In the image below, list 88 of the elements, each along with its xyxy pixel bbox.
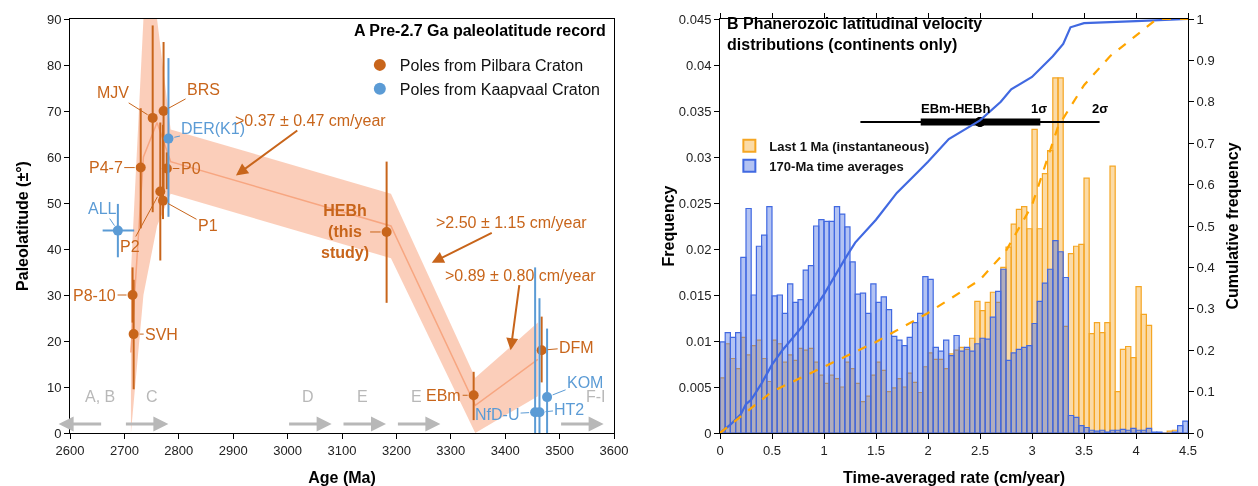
y2-tick-label: 0.2: [1196, 342, 1215, 358]
y-tick-label: 0: [54, 425, 62, 441]
y-tick-label: 10: [46, 379, 62, 395]
y-tick-label: 0.035: [678, 103, 712, 119]
annotation: HT2: [554, 401, 585, 418]
y2-tick-label: 1: [1196, 11, 1204, 27]
annotation: SVH: [145, 326, 178, 343]
legend-label: Poles from Kaapvaal Craton: [399, 80, 600, 98]
chart-title: A Pre-2.7 Ga paleolatitude record: [353, 22, 606, 40]
x-tick-label: 3400: [490, 442, 520, 458]
y-axis-title: Frequency: [659, 185, 677, 267]
annotation: E: [411, 388, 422, 405]
x-axis-title: Time-averaged rate (cm/year): [842, 469, 1066, 486]
x-tick-label: 2600: [55, 442, 85, 458]
y2-tick-label: 0.9: [1196, 52, 1215, 68]
x-tick-label: 3: [1028, 442, 1036, 458]
x-tick-label: 3200: [381, 442, 411, 458]
annotation: >0.89 ± 0.80 cm/year: [445, 267, 597, 284]
y2-tick-label: 0: [1196, 425, 1204, 441]
legend-label: 170-Ma time averages: [769, 158, 904, 174]
y-tick-label: 40: [46, 241, 62, 257]
x-tick-label: 1: [820, 442, 828, 458]
x-tick-label: 2900: [218, 442, 248, 458]
y2-tick-label: 0.6: [1196, 177, 1215, 193]
annotation: MJV: [97, 84, 130, 101]
legend-label: Poles from Pilbara Craton: [399, 57, 584, 75]
annotation: DFM: [559, 339, 594, 356]
y-tick-label: 0.045: [678, 11, 712, 27]
x-tick-label: 2700: [109, 442, 139, 458]
annotation: 2σ: [1092, 101, 1109, 116]
annotation: P8-10: [73, 287, 116, 304]
y2-tick-label: 0.1: [1196, 384, 1215, 400]
x-tick-label: 2800: [164, 442, 194, 458]
y-tick-label: 0.01: [686, 333, 712, 349]
annotation: P2: [120, 238, 140, 255]
annotation: P4-7: [89, 159, 123, 176]
annotation: NfD-U: [475, 406, 520, 423]
annotation: KOM: [567, 374, 604, 391]
y-tick-label: 20: [46, 333, 62, 349]
y-tick-label: 0.025: [678, 195, 712, 211]
y-tick-label: 0.005: [678, 379, 712, 395]
y-tick-label: 0.015: [678, 287, 712, 303]
y-tick-label: 30: [46, 287, 62, 303]
y-axis-title: Paleolatitude (±°): [14, 161, 31, 291]
x-tick-label: 2: [924, 442, 932, 458]
y2-tick-label: 0.8: [1196, 94, 1215, 110]
annotation: F-I: [586, 388, 606, 405]
y2-tick-label: 0.4: [1196, 259, 1215, 275]
y-tick-label: 70: [46, 103, 62, 119]
y2-tick-label: 0.5: [1196, 218, 1215, 234]
annotation: P1: [198, 217, 218, 234]
annotation: HEBh (this study): [321, 202, 369, 261]
y-tick-label: 0.02: [686, 241, 712, 257]
y2-tick-label: 0.7: [1196, 135, 1215, 151]
annotation: D: [302, 388, 314, 405]
x-tick-label: 3000: [273, 442, 303, 458]
x-tick-label: 3.5: [1074, 442, 1094, 458]
annotation: P0: [181, 160, 201, 177]
annotation: E: [357, 388, 368, 405]
annotation: A, B: [85, 388, 116, 405]
y2-tick-label: 0.3: [1196, 301, 1215, 317]
annotation: ALL: [88, 200, 117, 217]
x-tick-label: 2.5: [970, 442, 990, 458]
x-tick-label: 0: [716, 442, 724, 458]
y-tick-label: 0.03: [686, 149, 712, 165]
x-tick-label: 3600: [599, 442, 629, 458]
annotation: EBm-HEBh: [921, 101, 991, 116]
y-tick-label: 50: [46, 195, 62, 211]
x-axis-title: Age (Ma): [308, 469, 376, 486]
x-tick-label: 3100: [327, 442, 357, 458]
y2-axis-title: Cumulative frequency: [1224, 142, 1241, 310]
y-tick-label: 90: [46, 11, 62, 27]
x-tick-label: 4.5: [1178, 442, 1198, 458]
x-tick-label: 1.5: [866, 442, 886, 458]
x-tick-label: 3300: [436, 442, 466, 458]
annotation: EBm: [426, 387, 461, 404]
annotation: 1σ: [1031, 101, 1048, 116]
y-tick-label: 80: [46, 57, 62, 73]
y-tick-label: 0: [704, 425, 712, 441]
x-tick-label: 4: [1132, 442, 1140, 458]
annotation: C: [146, 388, 158, 405]
annotation: >2.50 ± 1.15 cm/year: [436, 214, 588, 231]
x-tick-label: 0.5: [762, 442, 782, 458]
annotation: BRS: [187, 81, 220, 98]
y-tick-label: 0.04: [686, 57, 712, 73]
x-tick-label: 3500: [545, 442, 575, 458]
legend-label: Last 1 Ma (instantaneous): [769, 138, 929, 154]
y-tick-label: 60: [46, 149, 62, 165]
